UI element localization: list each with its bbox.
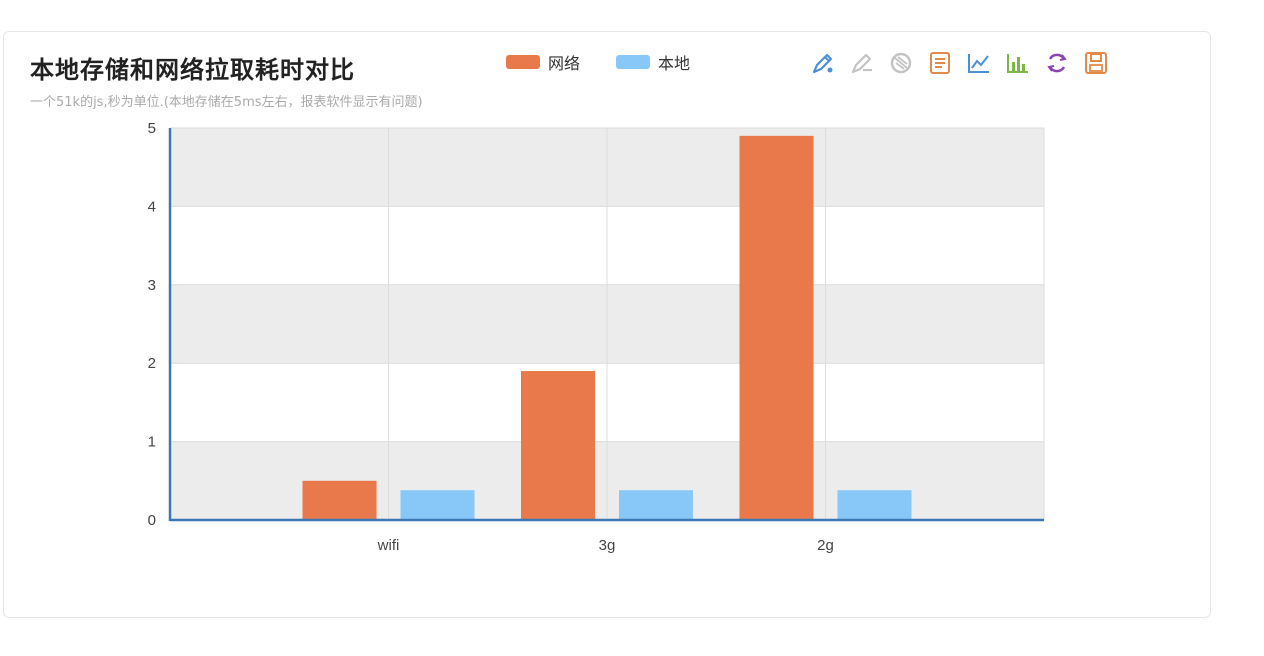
legend-swatch-local xyxy=(616,55,650,69)
y-tick-label: 1 xyxy=(148,434,156,451)
chart-subtitle: 一个51k的js,秒为单位.(本地存储在5ms左右，报表软件显示有问题) xyxy=(30,95,423,110)
mark-undo-icon[interactable] xyxy=(847,48,877,78)
mark-icon[interactable] xyxy=(808,48,838,78)
data-view-icon[interactable] xyxy=(925,48,955,78)
x-tick-label-2g: 2g xyxy=(817,537,834,554)
line-chart-icon[interactable] xyxy=(964,48,994,78)
legend-item-network[interactable]: 网络 xyxy=(506,51,580,73)
y-tick-label: 5 xyxy=(148,120,156,137)
y-tick-label: 0 xyxy=(148,512,156,529)
bar-chart-icon[interactable] xyxy=(1003,48,1033,78)
mark-clear-icon[interactable] xyxy=(886,48,916,78)
bar-network-3g xyxy=(521,371,595,520)
legend-swatch-network xyxy=(506,55,540,69)
bar-local-wifi xyxy=(400,490,475,520)
chart-title: 本地存储和网络拉取耗时对比 xyxy=(30,56,355,84)
bar-network-2g xyxy=(739,135,814,520)
save-image-icon[interactable] xyxy=(1081,48,1111,78)
y-tick-label: 2 xyxy=(148,355,156,372)
x-tick-label-wifi: wifi xyxy=(377,537,400,554)
toolbox xyxy=(808,48,1111,78)
y-tick-label: 4 xyxy=(148,198,156,215)
y-tick-label: 3 xyxy=(148,277,156,294)
legend-item-local[interactable]: 本地 xyxy=(616,51,690,73)
x-tick-label-3g: 3g xyxy=(599,537,616,554)
refresh-icon[interactable] xyxy=(1042,48,1072,78)
bar-local-2g xyxy=(837,490,912,520)
bar-local-3g xyxy=(619,490,693,520)
bar-network-wifi xyxy=(302,480,377,520)
legend-label-local: 本地 xyxy=(658,54,691,73)
legend-label-network: 网络 xyxy=(548,54,581,73)
